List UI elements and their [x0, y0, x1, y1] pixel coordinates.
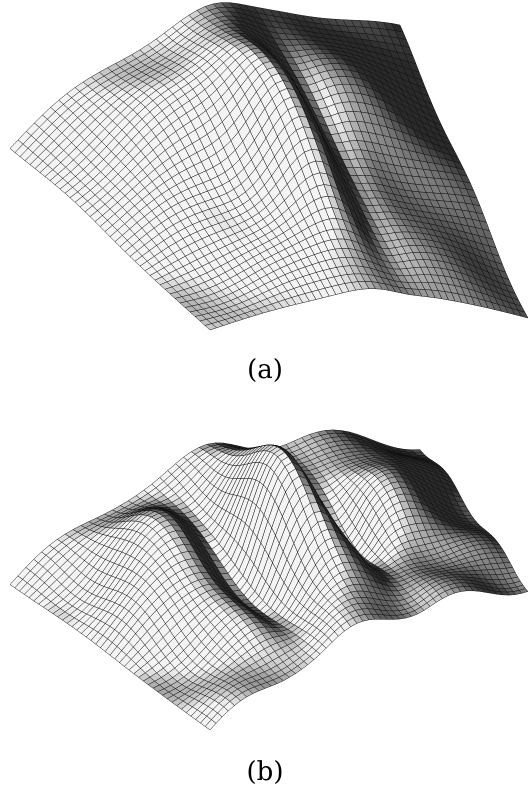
mesh-quads: [9, 429, 529, 731]
mesh-surface-a: [9, 2, 529, 331]
panel-a: (a): [9, 2, 529, 385]
caption-b: (b): [246, 757, 284, 787]
mesh-cell: [518, 588, 529, 594]
panel-b: (b): [0, 395, 530, 790]
mesh-surface-b: [9, 429, 529, 731]
mesh-quads: [9, 2, 529, 331]
mesh-cell: [517, 309, 529, 319]
caption-a: (a): [247, 355, 283, 385]
